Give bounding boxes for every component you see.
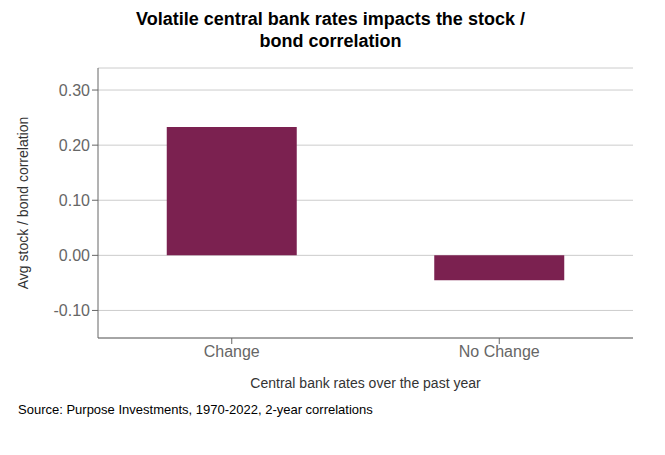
svg-text:-0.10: -0.10 xyxy=(54,302,91,319)
svg-text:Change: Change xyxy=(204,343,260,360)
svg-text:0.20: 0.20 xyxy=(59,137,90,154)
svg-text:0.10: 0.10 xyxy=(59,192,90,209)
svg-text:0.30: 0.30 xyxy=(59,82,90,99)
html-text:Source: Purpose Investments, 1: Source: Purpose Investments, 1970-2022, … xyxy=(18,402,373,417)
svg-text:0.00: 0.00 xyxy=(59,247,90,264)
svg-text:No Change: No Change xyxy=(459,343,540,360)
html-text:Volatile central bank rates im: Volatile central bank rates impacts the … xyxy=(136,9,525,51)
svg-text:Central bank rates over the pa: Central bank rates over the past year xyxy=(250,375,481,391)
svg-text:Avg stock / bond correlation: Avg stock / bond correlation xyxy=(15,117,31,290)
